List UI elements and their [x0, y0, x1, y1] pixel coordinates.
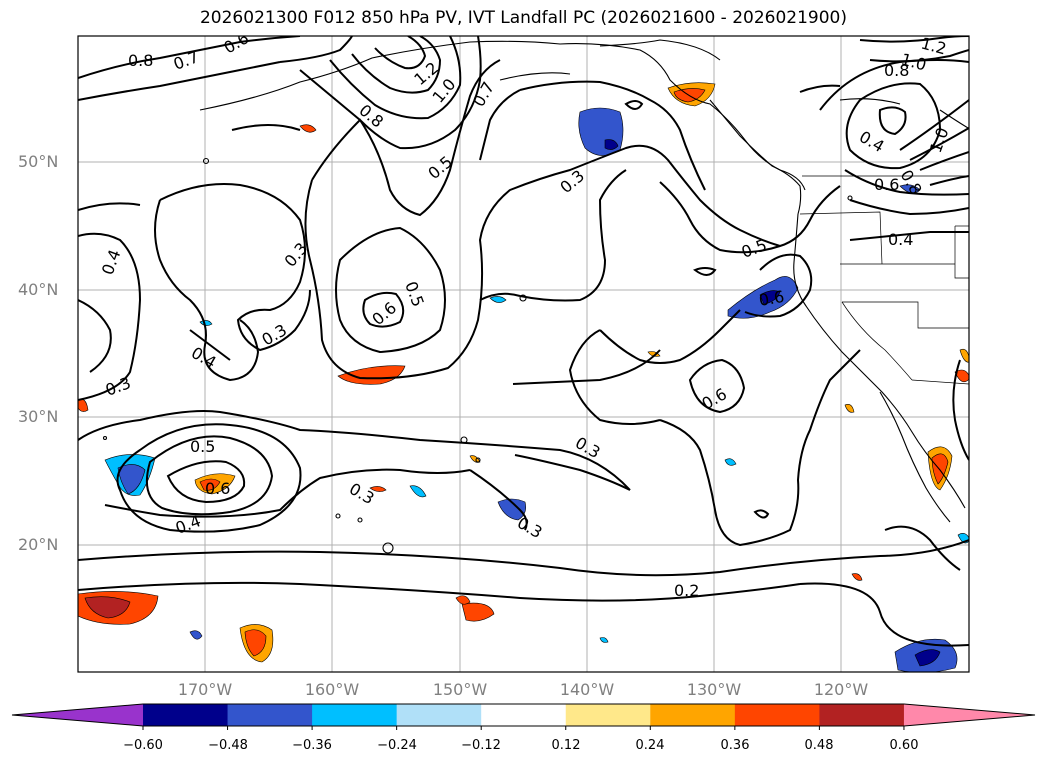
contour-03-south [78, 410, 631, 491]
colorbar [11, 703, 1036, 730]
contour-02 [78, 539, 969, 577]
red-patch-central [337, 365, 406, 385]
map-title: 2026021300 F012 850 hPa PV, IVT Landfall… [199, 8, 847, 28]
contour-08-alaska [78, 36, 301, 79]
colorbar-tick-label: 0.36 [720, 738, 750, 753]
colorbar-tick-label: 0.60 [889, 738, 919, 753]
contour-label: 0.5 [190, 437, 215, 456]
coastlines [102, 39, 969, 554]
contour-label: 0.6 [874, 175, 899, 194]
contour-northeast [845, 82, 942, 170]
colorbar-extend-low [12, 704, 143, 726]
lat-label-40n: 40°N [18, 280, 59, 299]
colorbar-segment [312, 704, 398, 726]
colorbar-segment [143, 704, 229, 726]
blue-patch-gulf [578, 107, 624, 156]
colorbar-tick-label: 0.48 [804, 738, 834, 753]
political-borders [799, 175, 969, 385]
colorbar-segment [396, 704, 482, 726]
blue-patch-hawaii-east [497, 498, 526, 521]
colorbar-segment [565, 704, 651, 726]
lon-label-140w: 140°W [559, 680, 615, 699]
baja-coast [879, 391, 951, 523]
colorbar-segment [819, 704, 905, 726]
us-west-coast [793, 213, 966, 509]
colorbar-tick-label: −0.60 [123, 738, 163, 753]
lon-label-160w: 160°W [304, 680, 360, 699]
map-frame [77, 35, 970, 673]
lon-label-130w: 130°W [686, 680, 742, 699]
contour-label: 1.2 [919, 34, 949, 59]
lat-label-30n: 30°N [18, 407, 59, 426]
contour-05-central [335, 226, 446, 354]
ivt-filled-patches [78, 82, 969, 672]
colorbar-tick-label: 0.12 [551, 738, 581, 753]
contour-03-north [78, 232, 142, 401]
lon-label-150w: 150°W [432, 680, 488, 699]
colorbar-tick-label: −0.12 [461, 738, 501, 753]
pv-contours [78, 36, 969, 647]
contour-label: 0.6 [205, 479, 230, 498]
lon-label-120w: 120°W [813, 680, 869, 699]
lat-label-20n: 20°N [18, 535, 59, 554]
map-plot-area: 0.8 0.7 0.6 0.8 1.2 1.0 0.7 0.5 0.3 0.3 … [78, 34, 969, 672]
contour-label: 0.8 [884, 61, 909, 80]
colorbar-segment [734, 704, 820, 726]
colorbar-tick-label: −0.36 [292, 738, 332, 753]
colorbar-tick-label: 0.24 [635, 738, 665, 753]
contour-label: 0.6 [757, 287, 785, 310]
colorbar-tick-label: −0.48 [208, 738, 248, 753]
lat-label-50n: 50°N [18, 152, 59, 171]
lon-label-170w: 170°W [177, 680, 233, 699]
contour-label: 0.8 [128, 51, 153, 70]
colorbar-segment [227, 704, 313, 726]
colorbar-extend-high [903, 704, 1035, 726]
contour-label: 0.2 [674, 581, 699, 600]
colorbar-segment [650, 704, 736, 726]
bc-coast [709, 99, 802, 215]
contour-label: 0.4 [888, 230, 913, 249]
contour-05-hawaii [146, 435, 274, 516]
colorbar-tick-label: −0.24 [377, 738, 417, 753]
colorbar-segment [481, 704, 567, 726]
